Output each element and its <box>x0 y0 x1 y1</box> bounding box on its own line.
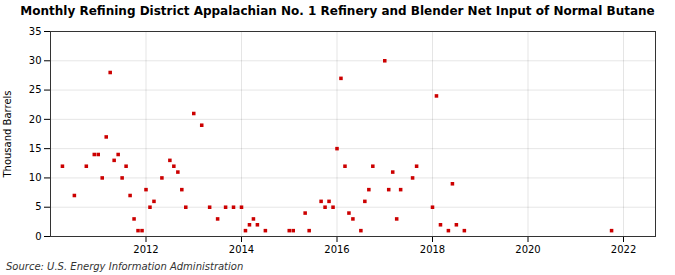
svg-text:25: 25 <box>29 84 42 95</box>
svg-text:35: 35 <box>29 26 42 37</box>
svg-text:2014: 2014 <box>229 244 254 255</box>
html-text:Monthly Refining District Appa: Monthly Refining District Appalachian No… <box>20 4 655 18</box>
html-text:Source: U.S. Energy Informatio: Source: U.S. Energy Information Administ… <box>6 261 244 272</box>
svg-text:2022: 2022 <box>611 244 636 255</box>
svg-text:Thousand Barrels: Thousand Barrels <box>2 90 13 178</box>
svg-text:2018: 2018 <box>420 244 445 255</box>
svg-text:5: 5 <box>35 201 41 212</box>
svg-text:2012: 2012 <box>133 244 158 255</box>
svg-text:2020: 2020 <box>515 244 540 255</box>
svg-text:30: 30 <box>29 55 42 66</box>
svg-text:0: 0 <box>35 231 41 242</box>
svg-text:10: 10 <box>29 172 42 183</box>
svg-text:2016: 2016 <box>324 244 349 255</box>
svg-text:15: 15 <box>29 143 42 154</box>
svg-text:20: 20 <box>29 114 42 125</box>
